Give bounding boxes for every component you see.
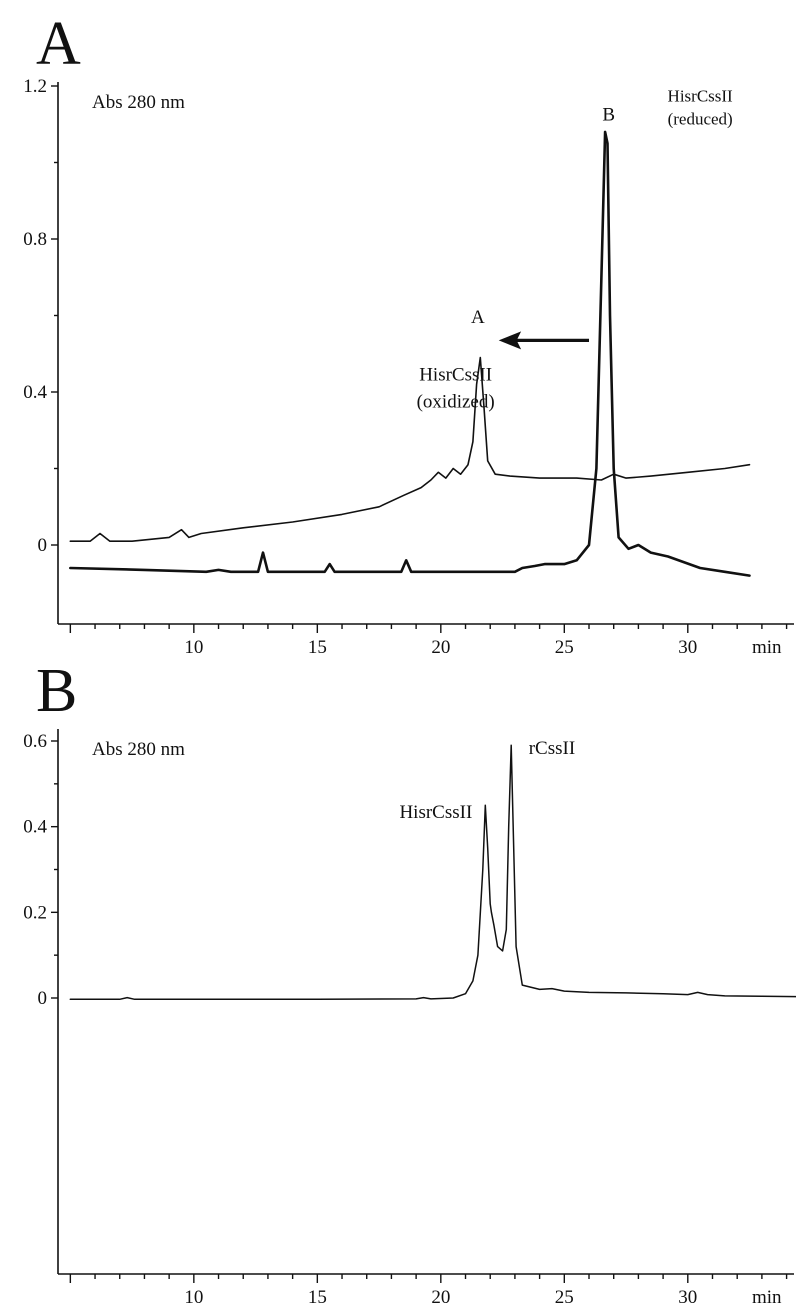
chromatogram-trace-2 xyxy=(69,130,751,577)
peak-annotation: B xyxy=(602,104,615,125)
y-tick-label: 0 xyxy=(38,988,48,1009)
y-axis-label: Abs 280 nm xyxy=(92,739,185,760)
panel-letter: A xyxy=(36,10,81,78)
y-tick-label: 0.4 xyxy=(23,817,47,838)
panel-a-chromatogram: A 0 0.4 0.8 1.2 10 15 20 25 30 min Abs 280 nm HisrCs… xyxy=(23,10,794,658)
x-unit-label: min xyxy=(752,637,782,658)
y-tick-label: 0.6 xyxy=(23,731,47,752)
x-tick-label: 25 xyxy=(555,637,574,658)
peak-annotation: HisrCssII xyxy=(399,802,472,823)
x-tick-label: 30 xyxy=(678,637,697,658)
x-tick-label: 10 xyxy=(184,637,203,658)
y-axis-label: Abs 280 nm xyxy=(92,92,185,113)
chromatogram-trace-1 xyxy=(69,356,751,542)
peak-annotation: (reduced) xyxy=(668,109,733,128)
peak-annotation: (oxidized) xyxy=(417,391,495,412)
chromatogram-trace-1 xyxy=(69,744,796,1001)
x-tick-label: 10 xyxy=(184,1287,203,1308)
peak-annotation: rCssII xyxy=(529,738,575,759)
y-tick-label: 0.2 xyxy=(23,902,47,923)
peak-annotation: HisrCssII xyxy=(668,86,734,105)
x-tick-label: 20 xyxy=(431,637,450,658)
y-tick-label: 0 xyxy=(38,535,48,556)
x-tick-label: 15 xyxy=(308,1287,327,1308)
shift-arrow xyxy=(498,331,590,350)
x-tick-label: 25 xyxy=(555,1287,574,1308)
panel-b-chromatogram: B 0 0.2 0.4 0.6 10 15 20 25 30 min Abs 280 nm rCssII… xyxy=(23,657,796,1308)
x-unit-label: min xyxy=(752,1287,782,1308)
panel-letter: B xyxy=(36,657,77,725)
y-tick-label: 0.4 xyxy=(23,382,47,403)
y-tick-label: 1.2 xyxy=(23,76,47,97)
x-tick-label: 20 xyxy=(431,1287,450,1308)
x-tick-label: 15 xyxy=(308,637,327,658)
peak-annotation: HisrCssII xyxy=(419,365,492,386)
peak-annotation: A xyxy=(471,307,485,328)
y-tick-label: 0.8 xyxy=(23,229,47,250)
x-tick-label: 30 xyxy=(678,1287,697,1308)
